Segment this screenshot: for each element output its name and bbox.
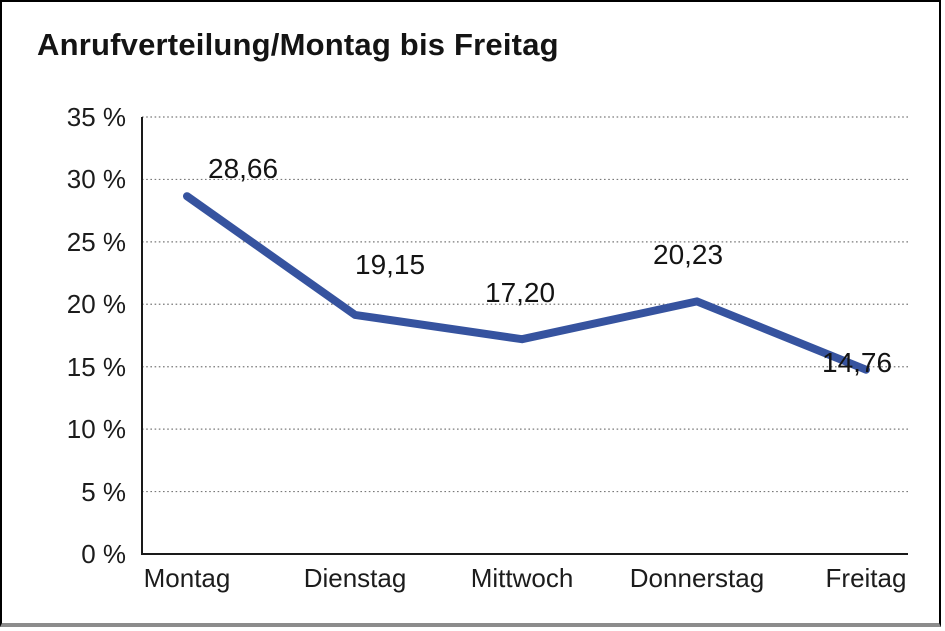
y-tick-label: 25 % bbox=[66, 226, 126, 257]
x-category-label: Montag bbox=[143, 563, 231, 593]
y-tick-label: 35 % bbox=[66, 102, 126, 132]
data-point-label: 20,23 bbox=[653, 239, 724, 271]
chart-title: Anrufverteilung/Montag bis Freitag bbox=[37, 27, 559, 62]
data-point-label: 14,76 bbox=[822, 346, 893, 378]
x-category-label: Mittwoch bbox=[470, 563, 574, 593]
data-point-label: 19,15 bbox=[355, 248, 426, 280]
data-point-label: 28,66 bbox=[208, 153, 279, 185]
y-tick-label: 30 % bbox=[66, 164, 126, 195]
y-tick-label: 10 % bbox=[66, 414, 126, 445]
y-tick-label: 0 % bbox=[81, 539, 126, 569]
x-category-label: Dienstag bbox=[303, 563, 407, 593]
y-tick-label: 15 % bbox=[66, 351, 126, 382]
y-tick-label: 5 % bbox=[81, 476, 126, 507]
x-category-label: Freitag bbox=[825, 563, 907, 593]
data-point-label: 17,20 bbox=[485, 277, 556, 309]
series-line bbox=[183, 192, 870, 374]
y-tick-label: 20 % bbox=[66, 289, 126, 320]
x-category-label: Donnerstag bbox=[629, 563, 765, 593]
